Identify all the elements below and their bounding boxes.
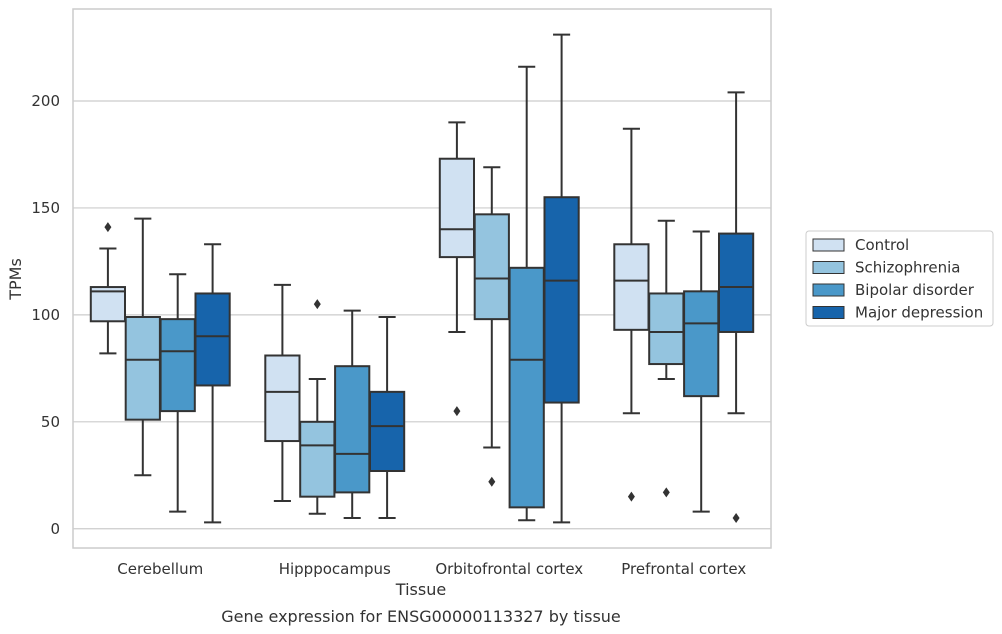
box-group (508, 65, 545, 522)
box-iqr (124, 316, 161, 421)
box-iqr (438, 157, 476, 259)
box-group (438, 121, 476, 417)
box-group (648, 219, 685, 498)
box-group (543, 33, 580, 524)
outlier-point (488, 476, 496, 487)
y-tick-label: 150 (31, 199, 60, 217)
box-group (299, 299, 336, 515)
outlier-point (313, 299, 321, 310)
box-iqr (473, 213, 510, 321)
legend-label: Schizophrenia (855, 259, 960, 277)
outlier-point (104, 222, 112, 233)
legend-swatch (812, 261, 845, 274)
y-tick-label: 0 (50, 520, 60, 538)
plot-frame (72, 8, 772, 549)
legend-label: Bipolar disorder (855, 281, 975, 299)
box-iqr (159, 318, 196, 413)
legend-swatch (812, 238, 845, 252)
y-axis: 0 50 100 150 200 (31, 92, 60, 538)
box-group (613, 127, 650, 502)
box-group (334, 309, 371, 520)
x-tick-label: Orbitofrontal cortex (435, 560, 583, 578)
box-iqr (299, 420, 336, 498)
box-iqr (368, 390, 406, 472)
y-tick-label: 200 (31, 92, 60, 110)
x-tick-label: Cerebellum (117, 560, 203, 578)
box-group (683, 230, 720, 513)
box-iqr (543, 196, 580, 404)
figure-caption: Gene expression for ENSG00000113327 by t… (221, 607, 621, 626)
y-tick-label: 100 (31, 306, 60, 324)
x-tick-label: Prefrontal cortex (621, 560, 746, 578)
box-group (89, 222, 127, 355)
legend-label: Control (855, 236, 909, 254)
box-iqr (264, 354, 301, 443)
y-axis-title: TPMs (6, 258, 25, 301)
gridlines (73, 100, 771, 530)
box-group (159, 273, 196, 513)
legend-frame (805, 230, 994, 327)
outlier-point (662, 487, 670, 498)
box-group (717, 91, 755, 524)
legend-swatch (812, 283, 845, 297)
x-axis-title: Tissue (395, 580, 446, 599)
box-iqr (683, 290, 720, 398)
x-axis: Cerebellum Hipppocampus Orbitofrontal cort… (117, 560, 746, 578)
box-iqr (613, 243, 650, 331)
outlier-point (453, 406, 461, 417)
box-iqr (89, 286, 127, 323)
legend-swatch (812, 306, 845, 319)
box-iqr (194, 292, 231, 387)
outlier-point (732, 513, 740, 524)
y-tick-label: 50 (41, 413, 60, 431)
box-group (368, 316, 406, 520)
box-iqr (717, 232, 755, 333)
box-group (264, 283, 301, 502)
box-iqr (648, 292, 685, 366)
legend: Control Schizophrenia Bipolar disorder Majo… (805, 230, 994, 327)
box-group (473, 166, 510, 487)
plot-area (89, 33, 755, 524)
outlier-point (627, 491, 635, 502)
box-group (124, 217, 161, 477)
legend-label: Major depression (855, 304, 983, 322)
box-group (194, 243, 231, 524)
box-iqr (508, 266, 545, 509)
box-iqr (334, 365, 371, 494)
x-tick-label: Hipppocampus (279, 560, 391, 578)
